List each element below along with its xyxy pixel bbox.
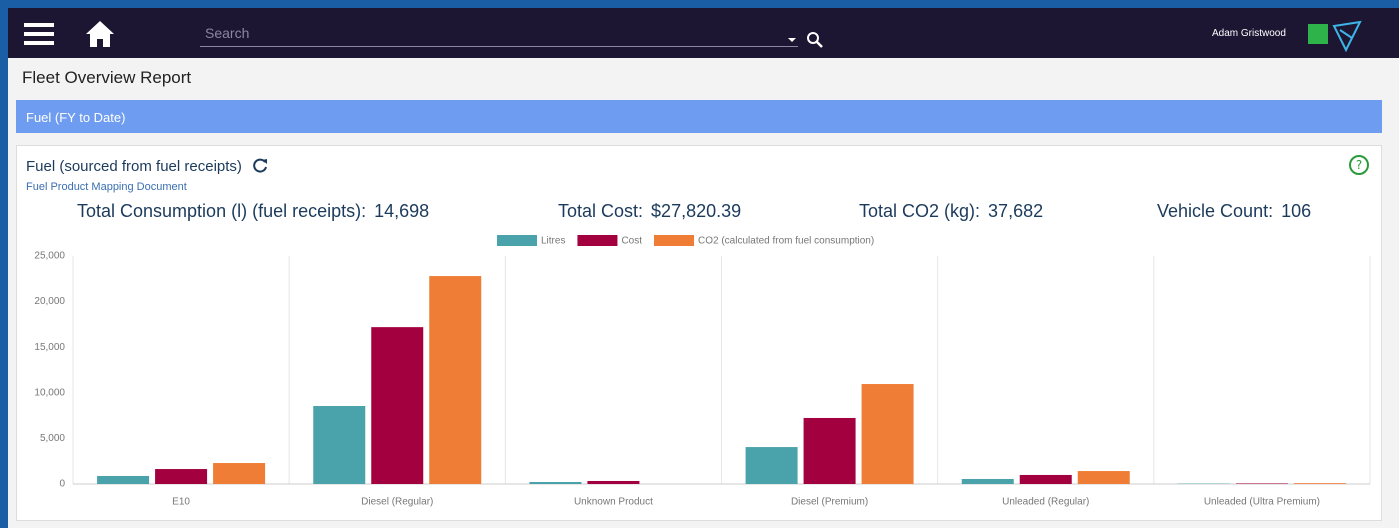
bar[interactable] [429, 276, 481, 484]
stat: Vehicle Count: 106 [1157, 201, 1311, 222]
section-title[interactable]: Fuel (FY to Date) [26, 110, 125, 125]
dropdown-arrow[interactable] [788, 38, 796, 42]
panel-title: Fuel (sourced from fuel receipts) [26, 157, 270, 175]
y-tick-label: 25,000 [34, 251, 65, 262]
page-title: Fleet Overview Report [22, 68, 191, 88]
refresh-icon[interactable] [252, 157, 270, 173]
bar[interactable] [313, 406, 365, 484]
y-tick-label: 5,000 [40, 433, 65, 444]
mapping-link[interactable]: Fuel Product Mapping Document [26, 181, 187, 193]
legend-label[interactable]: CO2 (calculated from fuel consumption) [698, 236, 874, 247]
legend-label[interactable]: Cost [621, 236, 642, 247]
y-tick-label: 0 [59, 479, 65, 490]
x-tick-label: Unknown Product [574, 497, 653, 508]
x-tick-label: Diesel (Premium) [791, 497, 868, 508]
section-bar[interactable] [16, 100, 1382, 133]
bar[interactable] [1078, 471, 1130, 484]
x-tick-label: Diesel (Regular) [361, 497, 433, 508]
stat-value: 14,698 [374, 201, 429, 221]
bar[interactable] [529, 482, 581, 484]
svg-text:?: ? [1356, 158, 1362, 172]
search-icons [788, 28, 828, 52]
y-tick-label: 10,000 [34, 387, 65, 398]
x-tick-label: Unleaded (Regular) [1002, 497, 1089, 508]
home-icon[interactable] [86, 21, 114, 47]
page: Fleet Overview Report {"header": {"searc… [0, 0, 1399, 528]
stat-value: 37,682 [988, 201, 1043, 221]
bar[interactable] [1236, 483, 1288, 484]
y-tick-label: 15,000 [34, 342, 65, 353]
stat: Total Cost: $27,820.39 [558, 201, 741, 222]
stat-label: Total CO2 (kg): [859, 201, 980, 221]
user-name[interactable]: Adam Gristwood [1212, 28, 1286, 39]
search-underline [200, 46, 798, 47]
menu-icon[interactable] [24, 23, 54, 45]
search-button[interactable] [808, 33, 822, 47]
bar[interactable] [962, 479, 1014, 484]
x-tick-label: E10 [172, 497, 190, 508]
bar[interactable] [213, 463, 265, 484]
stat-label: Vehicle Count: [1157, 201, 1273, 221]
legend-swatch[interactable] [654, 235, 694, 246]
y-tick-label: 20,000 [34, 296, 65, 307]
nav-icons [24, 20, 144, 50]
stat-value: $27,820.39 [651, 201, 741, 221]
stat-label: Total Cost: [558, 201, 643, 221]
app: Search Adam Gristwood Fleet Overview Rep… [0, 0, 1399, 528]
help-icon[interactable]: ? [1348, 154, 1370, 176]
stat: Total CO2 (kg): 37,682 [859, 201, 1043, 222]
bar[interactable] [155, 469, 207, 484]
bar[interactable] [1020, 475, 1072, 484]
search-input[interactable]: Search [205, 25, 249, 41]
bar[interactable] [371, 327, 423, 484]
user-icon[interactable] [1308, 24, 1328, 44]
stat: Total Consumption (l) (fuel receipts): 14… [77, 201, 429, 222]
bar[interactable] [862, 384, 914, 484]
stat-value: 106 [1281, 201, 1311, 221]
legend-label[interactable]: Litres [541, 236, 565, 247]
bar[interactable] [97, 476, 149, 484]
user-icons [1304, 18, 1364, 54]
legend-swatch[interactable] [577, 235, 617, 246]
chart: 0 5,000 10,000 15,000 20,000 25,000 Litres Cost… [0, 228, 1399, 518]
bar[interactable] [746, 447, 798, 484]
stat-label: Total Consumption (l) (fuel receipts): [77, 201, 366, 221]
bar[interactable] [1294, 483, 1346, 484]
panel-title-text: Fuel (sourced from fuel receipts) [26, 158, 242, 175]
x-tick-label: Unleaded (Ultra Premium) [1204, 497, 1320, 508]
legend-swatch[interactable] [497, 235, 537, 246]
logo[interactable] [1334, 22, 1360, 50]
bar[interactable] [804, 418, 856, 484]
bar[interactable] [587, 481, 639, 484]
